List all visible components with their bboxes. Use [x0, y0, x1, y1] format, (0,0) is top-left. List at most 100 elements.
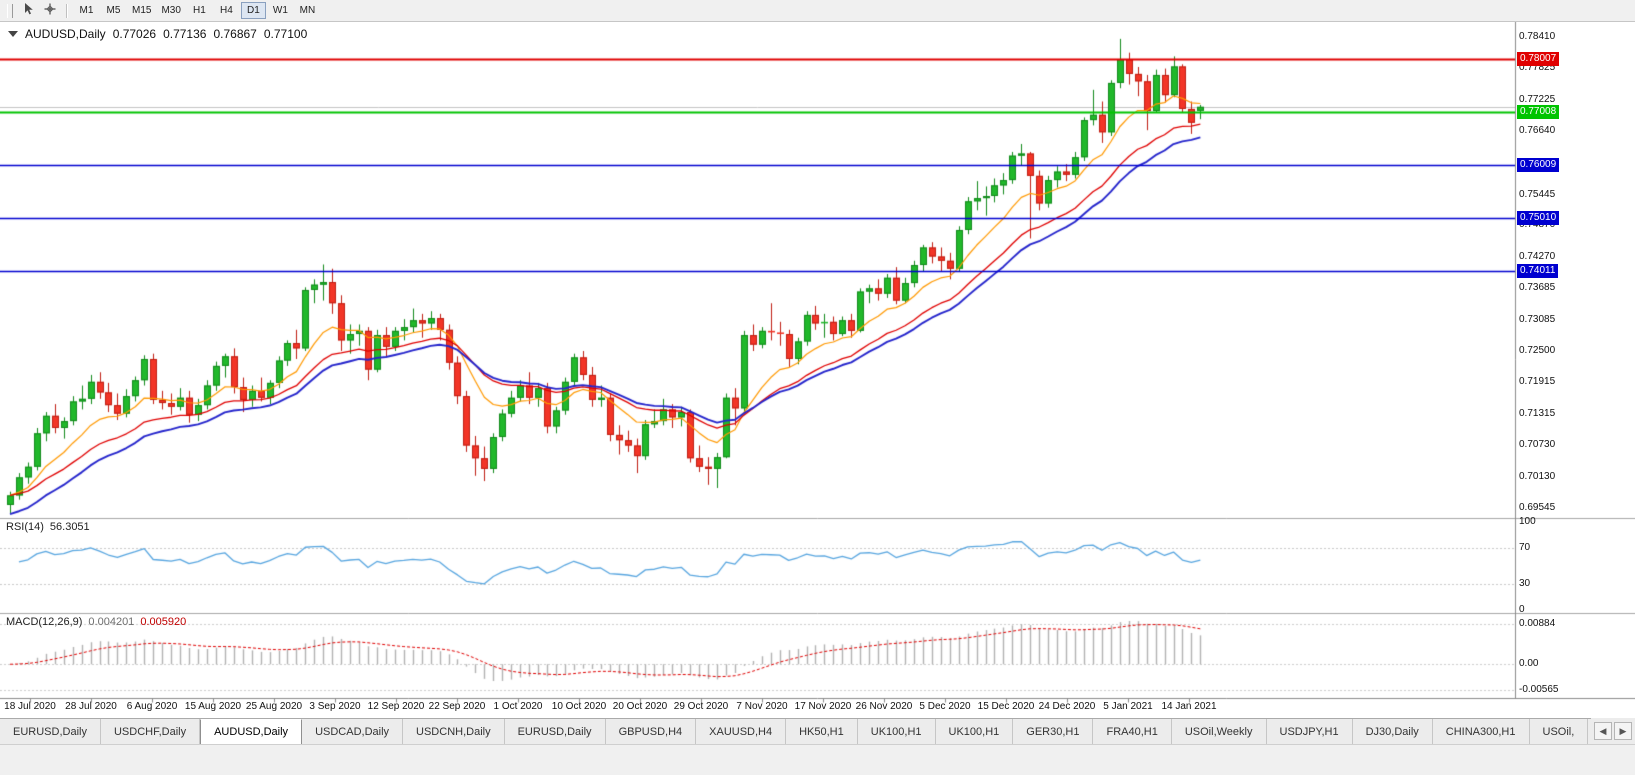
timeframe-button-h4[interactable]: H4: [214, 2, 239, 19]
macd-scale-label: -0.00565: [1519, 684, 1559, 695]
timeframe-button-w1[interactable]: W1: [268, 2, 293, 19]
chart-tab-hk50-h1[interactable]: HK50,H1: [786, 719, 858, 745]
toolbar-separator: [66, 3, 68, 18]
date-axis-label: 7 Nov 2020: [736, 701, 788, 712]
chart-tab-usdjpy-h1[interactable]: USDJPY,H1: [1267, 719, 1353, 745]
price-axis-label: 0.73685: [1519, 282, 1556, 293]
date-axis-label: 25 Aug 2020: [245, 701, 303, 712]
price-line-label[interactable]: 0.74011: [1517, 264, 1559, 278]
timeframe-button-m30[interactable]: M30: [157, 2, 184, 19]
timeframe-button-d1[interactable]: D1: [240, 2, 266, 19]
rsi-scale-label: 30: [1519, 578, 1531, 589]
price-axis-label: 0.70730: [1519, 439, 1556, 450]
date-axis-label: 3 Sep 2020: [309, 701, 361, 712]
price-line-label[interactable]: 0.75010: [1517, 211, 1560, 225]
chart-tab-usdcnh-daily[interactable]: USDCNH,Daily: [403, 719, 505, 745]
ohlc-high: 0.77136: [163, 27, 207, 41]
ohlc-open: 0.77026: [112, 27, 157, 41]
tab-scroll-controls: ◀ ▶: [1591, 718, 1635, 744]
rsi-scale-label: 70: [1519, 542, 1531, 553]
tab-scroll-right-button[interactable]: ▶: [1614, 722, 1632, 740]
price-axis-label: 0.76640: [1519, 125, 1556, 136]
price-axis-label: 0.69545: [1519, 502, 1556, 513]
chart-tab-eurusd-daily[interactable]: EURUSD,Daily: [505, 719, 606, 745]
date-axis-label: 18 Jul 2020: [4, 701, 56, 712]
chart-tab-usdcad-daily[interactable]: USDCAD,Daily: [302, 719, 404, 745]
date-axis-label: 20 Oct 2020: [612, 701, 668, 712]
chart-symbol-period: AUDUSD,Daily: [25, 27, 106, 41]
macd-value-main: 0.004201: [88, 616, 135, 628]
macd-indicator-label: MACD(12,26,9) 0.004201 0.005920: [6, 616, 186, 628]
chart-tab-gbpusd-h4[interactable]: GBPUSD,H4: [606, 719, 697, 745]
chart-menu-arrow-icon[interactable]: [8, 31, 18, 37]
price-axis-label: 0.73085: [1519, 314, 1556, 325]
timeframe-buttons-group: M1 M5 M15 M30 H1 H4 D1 W1 MN: [73, 2, 321, 19]
timeframe-button-m15[interactable]: M15: [128, 2, 155, 19]
chart-tab-uk100-h1[interactable]: UK100,H1: [858, 719, 936, 745]
date-axis-label: 5 Jan 2021: [1103, 701, 1153, 712]
price-line-label[interactable]: 0.78007: [1517, 52, 1560, 66]
timeframe-button-mn[interactable]: MN: [295, 2, 320, 19]
date-axis-label: 17 Nov 2020: [794, 701, 852, 712]
macd-value-signal: 0.005920: [140, 616, 187, 628]
ohlc-close: 0.77100: [263, 27, 308, 41]
price-axis-label: 0.71915: [1519, 376, 1556, 387]
rsi-scale-label: 0: [1519, 604, 1525, 615]
crosshair-icon: [44, 3, 56, 18]
chart-tab-eurusd-daily[interactable]: EURUSD,Daily: [0, 719, 101, 745]
chart-tab-xauusd-h4[interactable]: XAUUSD,H4: [696, 719, 787, 745]
chart-tabs-bar: EURUSD,Daily USDCHF,Daily AUDUSD,Daily USDC…: [0, 718, 1635, 745]
chart-title: AUDUSD,Daily 0.77026 0.77136 0.76867 0.7…: [8, 27, 307, 41]
rsi-indicator-label: RSI(14) 56.3051: [6, 521, 90, 533]
date-axis-label: 28 Jul 2020: [65, 701, 117, 712]
timeframe-button-m1[interactable]: M1: [74, 2, 99, 19]
ohlc-low: 0.76867: [213, 27, 257, 41]
status-bar: [0, 744, 1635, 775]
chart-tab-uk100-h1[interactable]: UK100,H1: [936, 719, 1014, 745]
chart-tab-usdchf-daily[interactable]: USDCHF,Daily: [101, 719, 201, 745]
price-line-label[interactable]: 0.76009: [1517, 158, 1560, 172]
timeframe-button-h1[interactable]: H1: [187, 2, 212, 19]
chart-tab-usoil-weekly[interactable]: USOil,Weekly: [1172, 719, 1267, 745]
macd-name: MACD(12,26,9): [6, 616, 83, 628]
date-axis-label: 29 Oct 2020: [673, 701, 729, 712]
price-axis-label: 0.72500: [1519, 345, 1556, 356]
date-axis-label: 14 Jan 2021: [1161, 701, 1217, 712]
chart-tab-audusd-daily[interactable]: AUDUSD,Daily: [200, 719, 303, 745]
date-axis-label: 12 Sep 2020: [367, 701, 425, 712]
price-axis-label: 0.78410: [1519, 31, 1556, 42]
price-line-label[interactable]: 0.77008: [1517, 105, 1560, 119]
chart-tab-ger30-h1[interactable]: GER30,H1: [1013, 719, 1094, 745]
timeframe-button-m5[interactable]: M5: [101, 2, 126, 19]
crosshair-tool-button[interactable]: [40, 2, 60, 19]
date-axis-label: 1 Oct 2020: [493, 701, 543, 712]
rsi-scale-label: 100: [1519, 516, 1536, 527]
toolbar-grip[interactable]: [7, 3, 13, 18]
tab-scroll-left-button[interactable]: ◀: [1594, 722, 1612, 740]
chart-tab-fra40-h1[interactable]: FRA40,H1: [1093, 719, 1172, 745]
price-axis-label: 0.70130: [1519, 471, 1556, 482]
chart-tab-dj30-daily[interactable]: DJ30,Daily: [1353, 719, 1433, 745]
price-axis-label: 0.75445: [1519, 189, 1556, 200]
date-axis-label: 10 Oct 2020: [551, 701, 607, 712]
date-axis-label: 26 Nov 2020: [855, 701, 913, 712]
price-axis-label: 0.77825: [1519, 62, 1556, 73]
date-axis-label: 5 Dec 2020: [919, 701, 971, 712]
date-axis-label: 15 Aug 2020: [184, 701, 242, 712]
date-axis-label: 22 Sep 2020: [428, 701, 486, 712]
rsi-name: RSI(14): [6, 521, 44, 533]
date-axis-label: 15 Dec 2020: [977, 701, 1035, 712]
macd-scale-label: 0.00884: [1519, 618, 1556, 629]
chart-tab-china300-h1[interactable]: CHINA300,H1: [1433, 719, 1530, 745]
rsi-value: 56.3051: [49, 521, 90, 533]
price-axis-label: 0.77225: [1519, 94, 1556, 105]
macd-scale-label: 0.00: [1519, 658, 1539, 669]
date-axis-label: 24 Dec 2020: [1038, 701, 1096, 712]
cursor-tool-button[interactable]: [18, 2, 38, 19]
price-axis-label: 0.74270: [1519, 251, 1556, 262]
chart-tab-usoil[interactable]: USOil,: [1530, 719, 1589, 745]
cursor-icon: [23, 3, 34, 18]
